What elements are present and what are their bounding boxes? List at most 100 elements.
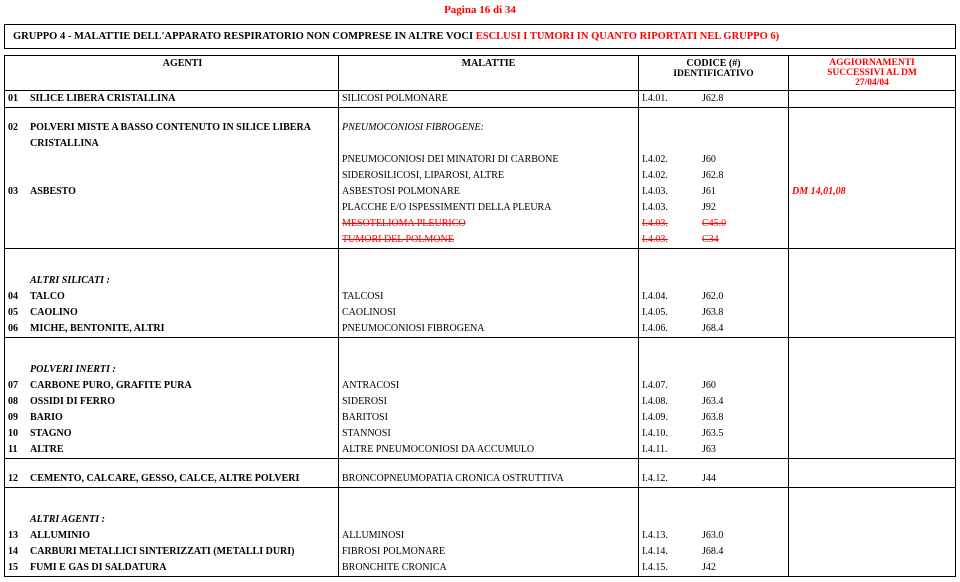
cell-aggiornamenti xyxy=(789,120,955,136)
cell-index: 10 xyxy=(5,426,27,442)
cell-aggiornamenti xyxy=(789,91,955,107)
hdr-codice-label: CODICE (#) xyxy=(686,58,740,69)
cell-code: I.4.03.J61 xyxy=(639,184,789,200)
cell-malattie: ALTRE PNEUMOCONIOSI DA ACCUMULO xyxy=(339,442,639,458)
hdr-ident-label: IDENTIFICATIVO xyxy=(642,69,785,79)
cell-aggiornamenti xyxy=(789,305,955,321)
cell-class: J63.8 xyxy=(702,307,785,319)
cell-malattie: BRONCHITE CRONICA xyxy=(339,560,639,576)
cell-index xyxy=(5,459,27,471)
cell-agenti: CAOLINO xyxy=(27,305,339,321)
cell-aggiornamenti xyxy=(789,216,955,232)
table-row: 07CARBONE PURO, GRAFITE PURAANTRACOSII.4… xyxy=(5,378,955,394)
table-row xyxy=(5,458,955,471)
cell-index: 12 xyxy=(5,471,27,487)
page-header: Pagina 16 di 34 xyxy=(0,0,960,24)
table-header-row: AGENTI MALATTIE CODICE (#) IDENTIFICATIV… xyxy=(5,55,955,91)
hdr-agg-l3: 27/04/04 xyxy=(855,78,889,88)
cell-malattie xyxy=(339,350,639,362)
cell-code: I.4.09.J63.8 xyxy=(639,410,789,426)
table-row: TUMORI DEL POLMONEI.4.03.C34 xyxy=(5,232,955,248)
cell-index xyxy=(5,200,27,216)
cell-id: I.4.03. xyxy=(642,218,702,230)
main-table: AGENTI MALATTIE CODICE (#) IDENTIFICATIV… xyxy=(4,55,956,577)
cell-id xyxy=(642,275,702,287)
table-row: PLACCHE E/O ISPESSIMENTI DELLA PLEURAI.4… xyxy=(5,200,955,216)
table-row: 13ALLUMINIOALLUMINOSII.4.13.J63.0 xyxy=(5,528,955,544)
cell-code: I.4.02.J60 xyxy=(639,152,789,168)
cell-aggiornamenti xyxy=(789,394,955,410)
cell-id: I.4.14. xyxy=(642,546,702,558)
cell-index xyxy=(5,232,27,248)
cell-index: 14 xyxy=(5,544,27,560)
cell-class: J62.8 xyxy=(702,93,785,105)
cell-agenti: POLVERI MISTE A BASSO CONTENUTO IN SILIC… xyxy=(27,120,339,136)
cell-id: I.4.01. xyxy=(642,93,702,105)
cell-code xyxy=(639,273,789,289)
cell-id: I.4.05. xyxy=(642,307,702,319)
cell-agenti: OSSIDI DI FERRO xyxy=(27,394,339,410)
cell-class: J68.4 xyxy=(702,546,785,558)
table-row: CRISTALLINA xyxy=(5,136,955,152)
cell-malattie: CAOLINOSI xyxy=(339,305,639,321)
cell-aggiornamenti xyxy=(789,108,955,120)
cell-code: I.4.13.J63.0 xyxy=(639,528,789,544)
cell-class: C45.0 xyxy=(702,218,785,230)
cell-agenti: STAGNO xyxy=(27,426,339,442)
cell-agenti: SILICE LIBERA CRISTALLINA xyxy=(27,91,339,107)
cell-agenti: ASBESTO xyxy=(27,184,339,200)
cell-malattie xyxy=(339,273,639,289)
cell-index xyxy=(5,350,27,362)
cell-class xyxy=(702,110,785,118)
cell-aggiornamenti xyxy=(789,378,955,394)
cell-id xyxy=(642,502,702,510)
cell-aggiornamenti xyxy=(789,232,955,248)
cell-agenti xyxy=(27,500,339,512)
cell-malattie xyxy=(339,512,639,528)
cell-agenti: CEMENTO, CALCARE, GESSO, CALCE, ALTRE PO… xyxy=(27,471,339,487)
cell-index xyxy=(5,168,27,184)
cell-code: I.4.03.J92 xyxy=(639,200,789,216)
cell-id: I.4.09. xyxy=(642,412,702,424)
cell-code: I.4.12.J44 xyxy=(639,471,789,487)
cell-index: 04 xyxy=(5,289,27,305)
cell-aggiornamenti xyxy=(789,136,955,152)
cell-malattie xyxy=(339,500,639,512)
cell-aggiornamenti xyxy=(789,261,955,273)
table-row: MESOTELIOMA PLEURICOI.4.03.C45.0 xyxy=(5,216,955,232)
group-title-pre: GRUPPO 4 - MALATTIE DELL'APPARATO RESPIR… xyxy=(13,31,476,42)
cell-id: I.4.07. xyxy=(642,380,702,392)
cell-index xyxy=(5,362,27,378)
cell-class: J62.8 xyxy=(702,170,785,182)
cell-agenti xyxy=(27,338,339,350)
cell-malattie: TUMORI DEL POLMONE xyxy=(339,232,639,248)
cell-agenti: ALLUMINIO xyxy=(27,528,339,544)
cell-class: J60 xyxy=(702,380,785,392)
cell-class xyxy=(702,490,785,498)
cell-index: 11 xyxy=(5,442,27,458)
cell-agenti: CARBURI METALLICI SINTERIZZATI (METALLI … xyxy=(27,544,339,560)
cell-code: I.4.02.J62.8 xyxy=(639,168,789,184)
cell-code: I.4.03.C34 xyxy=(639,232,789,248)
cell-class: C34 xyxy=(702,234,785,246)
cell-code: I.4.06.J68.4 xyxy=(639,321,789,337)
cell-aggiornamenti xyxy=(789,249,955,261)
cell-code xyxy=(639,249,789,261)
cell-code xyxy=(639,136,789,152)
cell-malattie: FIBROSI POLMONARE xyxy=(339,544,639,560)
cell-agenti: TALCO xyxy=(27,289,339,305)
cell-index xyxy=(5,249,27,261)
cell-malattie: BARITOSI xyxy=(339,410,639,426)
table-row: 01SILICE LIBERA CRISTALLINASILICOSI POLM… xyxy=(5,91,955,107)
cell-index xyxy=(5,512,27,528)
table-row: 08OSSIDI DI FERROSIDEROSII.4.08.J63.4 xyxy=(5,394,955,410)
cell-index xyxy=(5,273,27,289)
cell-aggiornamenti xyxy=(789,289,955,305)
cell-id xyxy=(642,364,702,376)
cell-index xyxy=(5,261,27,273)
cell-agenti: CRISTALLINA xyxy=(27,136,339,152)
cell-code xyxy=(639,261,789,273)
cell-malattie: PNEUMOCONIOSI DEI MINATORI DI CARBONE xyxy=(339,152,639,168)
hdr-aggiornamenti: AGGIORNAMENTI SUCCESSIVI AL DM 27/04/04 xyxy=(789,56,955,90)
table-row: 05CAOLINOCAOLINOSII.4.05.J63.8 xyxy=(5,305,955,321)
